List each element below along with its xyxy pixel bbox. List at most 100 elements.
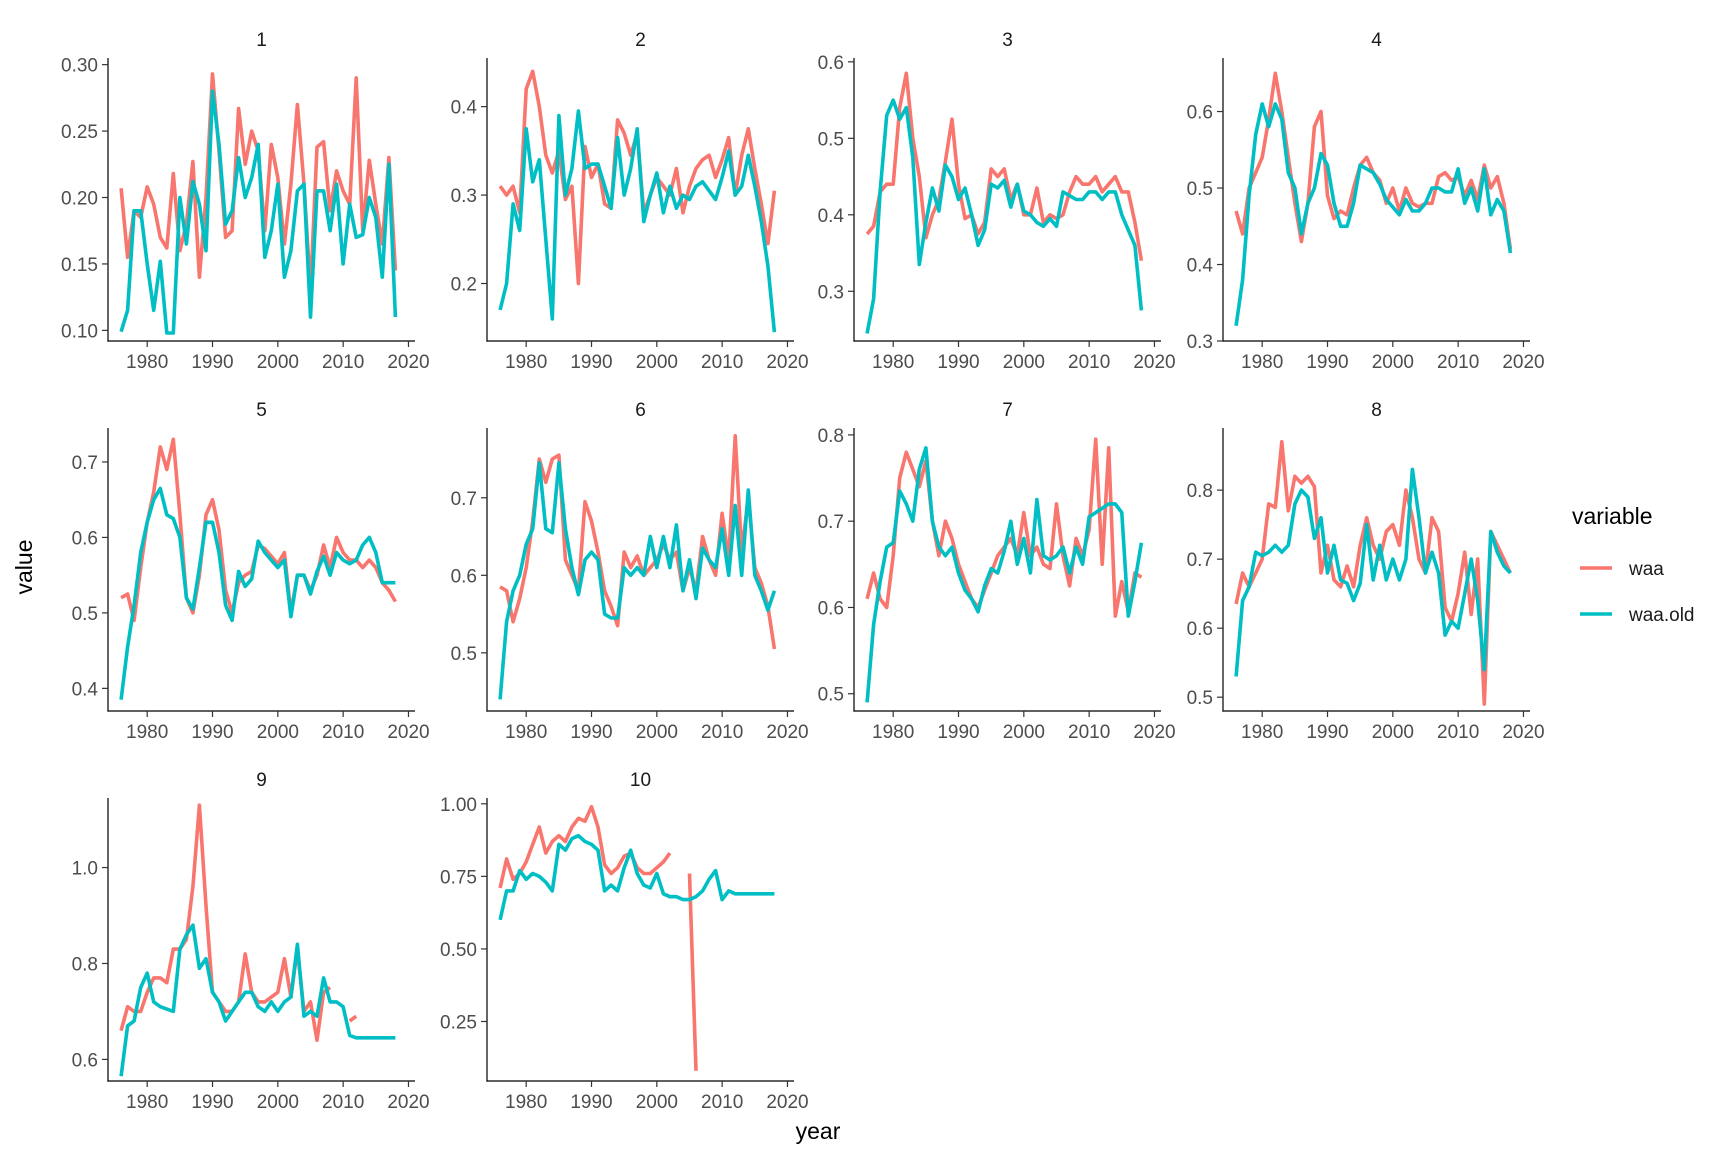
series-line-waa-old [865,445,1144,703]
series-line-waa [687,873,698,1071]
panel-10: 10 0.25 0.50 0.75 1.00 1980 1990 2000 2010 2020 [440,770,809,1113]
x-tick-label: 2010 [1068,352,1110,373]
series-line-waa [1234,71,1513,250]
x-tick-label: 2010 [322,722,364,743]
series-line-waa [865,71,1144,262]
x-tick-label: 2020 [766,352,808,373]
x-tick-label: 2010 [1437,722,1479,743]
x-tick-label: 2010 [322,1092,364,1113]
y-axis-title: value [11,540,37,595]
legend-item-waa: waa [1580,559,1664,580]
y-tick-label: 0.4 [1187,256,1214,277]
series-line-waa [498,804,672,889]
y-tick-label: 0.3 [818,282,844,303]
x-tick-label: 1980 [505,1092,547,1113]
series-line-waa [119,803,332,1042]
series-line-waa-old [498,833,775,921]
y-tick-label: 0.6 [818,598,844,619]
x-tick-label: 2000 [636,722,678,743]
x-tick-label: 2020 [1133,352,1175,373]
panel-title: 9 [256,770,267,791]
x-tick-label: 2020 [766,722,808,743]
x-tick-label: 1980 [1241,722,1283,743]
y-tick-label: 0.6 [1187,619,1213,640]
y-tick-label: 0.7 [1187,550,1213,571]
series-line-waa [348,1014,358,1023]
panel-title: 6 [635,400,646,421]
legend-title: variable [1572,503,1653,529]
y-tick-label: 0.6 [72,528,98,549]
y-tick-label: 0.5 [451,644,477,665]
series-line-waa-old [498,109,777,333]
panel-title: 10 [630,770,651,791]
y-tick-label: 1.0 [72,859,98,880]
x-tick-label: 1980 [505,722,547,743]
series-line-waa-old [1234,467,1512,677]
x-tick-label: 1990 [1306,722,1348,743]
panel-title: 5 [256,400,267,421]
panel-title: 3 [1002,30,1013,51]
legend-label: waa [1628,559,1664,580]
y-tick-label: 0.5 [818,129,844,150]
x-tick-label: 2000 [636,1092,678,1113]
series-line-waa-old [1234,102,1513,326]
x-tick-label: 2010 [322,352,364,373]
panel-title: 8 [1371,400,1382,421]
x-axis-title: year [796,1118,841,1144]
x-tick-label: 1990 [191,352,233,373]
x-tick-label: 2000 [1372,352,1414,373]
panel-4: 4 0.3 0.4 0.5 0.6 1980 1990 2000 2010 2020 [1187,30,1545,373]
panel-9: 9 0.6 0.8 1.0 1980 1990 2000 2010 2020 [72,770,430,1113]
y-tick-label: 0.3 [1187,332,1213,353]
x-tick-label: 1990 [937,352,979,373]
y-tick-label: 0.25 [440,1012,477,1033]
y-tick-label: 0.15 [61,255,98,276]
y-tick-label: 0.8 [1187,481,1213,502]
x-tick-label: 1980 [872,352,914,373]
panel-6: 6 0.5 0.6 0.7 1980 1990 2000 2010 2020 [451,400,809,743]
legend: variable waa waa.old [1572,503,1695,626]
panel-7: 7 0.5 0.6 0.7 0.8 1980 1990 2000 2010 2020 [818,400,1176,743]
x-tick-label: 2020 [1502,352,1544,373]
series-line-waa-old [119,486,396,700]
x-tick-label: 2020 [387,1092,429,1113]
x-tick-label: 2010 [1437,352,1479,373]
panel-2: 2 0.2 0.3 0.4 1980 1990 2000 2010 2020 [451,30,809,373]
x-tick-label: 1990 [937,722,979,743]
y-tick-label: 0.50 [440,940,477,961]
y-tick-label: 0.4 [818,206,845,227]
x-tick-label: 2010 [701,722,743,743]
y-tick-label: 0.5 [818,685,844,706]
series-line-waa [1234,439,1513,706]
y-tick-label: 0.7 [818,512,844,533]
y-tick-label: 0.8 [818,426,844,447]
x-tick-label: 1990 [191,1092,233,1113]
y-tick-label: 0.20 [61,189,98,210]
x-tick-label: 2000 [257,352,299,373]
x-tick-label: 2000 [1372,722,1414,743]
series-line-waa-old [865,98,1144,334]
x-tick-label: 2000 [257,1092,299,1113]
x-tick-label: 1980 [126,722,168,743]
panel-5: 5 0.4 0.5 0.6 0.7 1980 1990 2000 2010 2020 [72,400,430,743]
series-line-waa [119,72,398,293]
x-tick-label: 2010 [701,352,743,373]
x-tick-label: 1980 [505,352,547,373]
x-tick-label: 1980 [872,722,914,743]
y-tick-label: 0.3 [451,186,477,207]
y-tick-label: 0.6 [818,53,844,74]
y-tick-label: 0.5 [1187,179,1213,200]
x-tick-label: 2000 [257,722,299,743]
panel-3: 3 0.3 0.4 0.5 0.6 1980 1990 2000 2010 2020 [818,30,1176,373]
x-tick-label: 2020 [387,722,429,743]
x-tick-label: 2020 [387,352,429,373]
panel-title: 7 [1002,400,1013,421]
x-tick-label: 2010 [1068,722,1110,743]
y-tick-label: 0.8 [72,954,98,975]
x-tick-label: 1980 [126,352,168,373]
y-tick-label: 0.10 [61,321,98,342]
panel-title: 2 [635,30,646,51]
panel-title: 4 [1371,30,1382,51]
